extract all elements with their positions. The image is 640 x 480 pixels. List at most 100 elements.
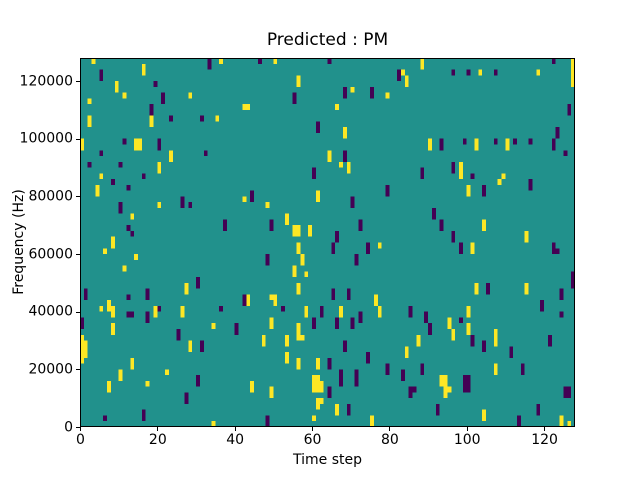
heatmap-cell <box>451 161 456 168</box>
heatmap-cell <box>428 328 432 335</box>
heatmap-cell <box>439 144 444 151</box>
heatmap-cell <box>563 386 568 393</box>
heatmap-cell <box>126 225 131 231</box>
heatmap-cell <box>312 380 316 387</box>
heatmap-cell <box>308 225 313 231</box>
heatmap-cell <box>296 282 301 289</box>
heatmap-cell <box>451 334 456 341</box>
heatmap-cell <box>559 415 564 422</box>
heatmap-cell <box>462 138 467 145</box>
x-tick-mark <box>312 427 314 431</box>
heatmap-cell <box>157 305 162 312</box>
heatmap-cell <box>482 415 487 422</box>
heatmap-cell <box>95 184 100 191</box>
heatmap-cell <box>493 138 498 145</box>
heatmap-cell <box>335 323 340 329</box>
heatmap-cell <box>312 415 316 422</box>
heatmap-cell <box>319 380 324 387</box>
heatmap-cell <box>439 380 444 387</box>
heatmap-cell <box>547 334 552 341</box>
heatmap-cell <box>447 317 452 324</box>
heatmap-cell <box>80 144 84 151</box>
heatmap-cell <box>466 386 471 393</box>
heatmap-cell <box>250 380 255 387</box>
heatmap-cell <box>342 127 347 133</box>
heatmap-cell <box>284 219 289 226</box>
heatmap-cell <box>513 138 517 145</box>
heatmap-cell <box>466 380 471 387</box>
heatmap-cell <box>439 375 444 381</box>
heatmap-cell <box>107 380 111 387</box>
heatmap-cell <box>370 86 374 93</box>
heatmap-cell <box>103 248 108 255</box>
heatmap-cell <box>300 259 305 266</box>
heatmap-cell <box>451 167 456 174</box>
plot-area <box>80 58 575 427</box>
heatmap-cell <box>435 409 440 416</box>
heatmap-cell <box>99 150 104 157</box>
heatmap-cell <box>219 58 224 64</box>
heatmap-cell <box>80 357 84 364</box>
heatmap-cell <box>269 323 274 329</box>
heatmap-cell <box>110 179 115 185</box>
y-tick-label: 20000 <box>28 361 73 378</box>
heatmap-cell <box>551 248 556 255</box>
heatmap-cell <box>188 346 193 353</box>
heatmap-cell <box>234 323 239 329</box>
heatmap-cell <box>420 63 425 70</box>
y-tick-label: 60000 <box>28 246 73 263</box>
heatmap-cell <box>296 357 301 364</box>
heatmap-cell <box>319 311 324 318</box>
heatmap-cell <box>269 294 274 301</box>
x-tick-label: 120 <box>531 432 558 448</box>
heatmap-cell <box>366 352 371 358</box>
heatmap-cell <box>416 340 421 347</box>
heatmap-cell <box>404 352 409 358</box>
heatmap-cell <box>408 305 413 312</box>
heatmap-cell <box>501 173 506 180</box>
heatmap-cell <box>342 156 347 162</box>
heatmap-cell <box>370 415 374 422</box>
heatmap-cell <box>567 392 572 399</box>
heatmap-cell <box>424 317 429 324</box>
heatmap-cell <box>107 386 111 393</box>
heatmap-cell <box>462 386 467 393</box>
heatmap-cell <box>342 132 347 139</box>
heatmap-cell <box>292 265 297 272</box>
heatmap-cell <box>339 375 343 381</box>
heatmap-cell <box>269 219 274 226</box>
heatmap-cell <box>308 230 313 237</box>
heatmap-cell <box>370 92 374 99</box>
heatmap-cell <box>242 300 247 306</box>
heatmap-cell <box>443 386 448 393</box>
heatmap-cell <box>474 288 479 295</box>
x-tick-label: 20 <box>148 432 167 448</box>
heatmap-cell <box>110 328 115 335</box>
heatmap-cell <box>149 104 154 110</box>
heatmap-cell <box>269 392 274 399</box>
heatmap-cell <box>312 375 316 381</box>
x-tick-mark <box>466 427 468 431</box>
heatmap-cell <box>474 144 479 151</box>
x-axis-label: Time step <box>293 452 362 468</box>
heatmap-cell <box>540 305 545 312</box>
heatmap-cell <box>404 81 409 87</box>
heatmap-cell <box>312 323 316 329</box>
heatmap-cell <box>196 375 200 381</box>
heatmap-cell <box>211 323 216 329</box>
heatmap-cell <box>315 375 320 381</box>
heatmap-cell <box>447 323 452 329</box>
heatmap-cell <box>555 132 560 139</box>
heatmap-cell <box>265 421 270 427</box>
heatmap-cell <box>551 138 556 145</box>
heatmap-cell <box>126 311 131 318</box>
heatmap-cell <box>412 386 417 393</box>
heatmap-cell <box>428 138 432 145</box>
heatmap-cell <box>99 305 104 312</box>
heatmap-cell <box>157 161 162 168</box>
heatmap-cell <box>319 398 324 404</box>
heatmap-cell <box>176 334 181 341</box>
heatmap-cell <box>482 409 487 416</box>
heatmap-cell <box>99 173 104 180</box>
heatmap-cell <box>273 58 278 64</box>
